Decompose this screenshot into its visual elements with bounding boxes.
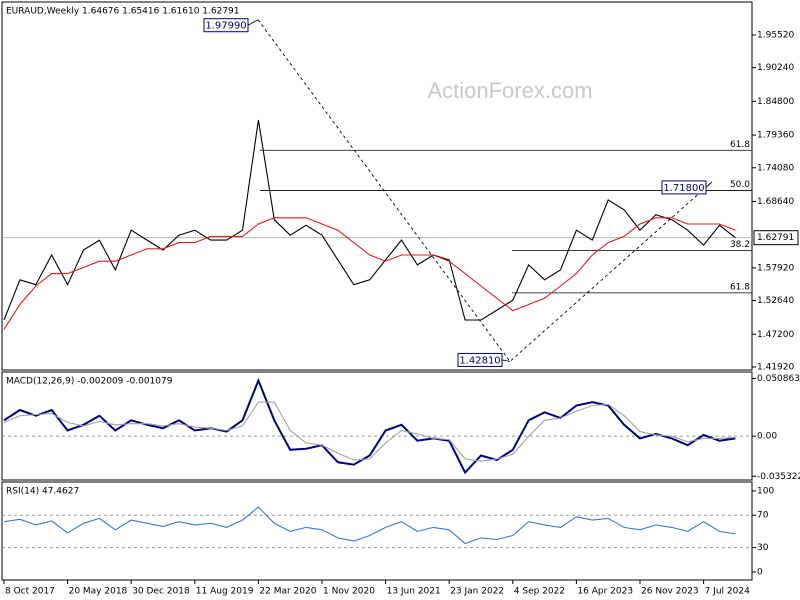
panel-title: RSI(14) 47.4627 xyxy=(6,487,79,497)
x-tick-label: 8 Oct 2017 xyxy=(5,587,55,597)
y-tick-label: 1.41920 xyxy=(757,362,794,372)
x-tick-label: 26 Nov 2023 xyxy=(641,587,699,597)
y-tick-label: 30 xyxy=(757,543,769,553)
x-tick-label: 13 Jun 2021 xyxy=(387,587,441,597)
y-tick-label: 100 xyxy=(757,486,774,496)
y-tick-label: 1.52640 xyxy=(757,296,794,306)
series-line xyxy=(3,401,736,462)
y-tick-label: 70 xyxy=(757,511,769,521)
x-tick-label: 16 Apr 2023 xyxy=(577,587,633,597)
watermark: ActionForex.com xyxy=(427,78,592,103)
y-tick-label: 1.84800 xyxy=(757,97,794,107)
x-tick-label: 11 Aug 2019 xyxy=(196,587,254,597)
panel-title: MACD(12,26,9) -0.002009 -0.001079 xyxy=(6,377,173,387)
series-line xyxy=(3,217,736,330)
y-tick-label: 0.050863 xyxy=(757,374,800,384)
panel-frame xyxy=(1,371,753,481)
y-tick-label: 1.90240 xyxy=(757,63,794,73)
x-tick-label: 22 Mar 2020 xyxy=(259,587,316,597)
panel-frame xyxy=(1,1,753,371)
x-tick-label: 23 Jan 2022 xyxy=(450,587,504,597)
fib-label: 61.8 xyxy=(730,140,750,150)
annotation-label: 1.42810 xyxy=(459,355,500,366)
fib-label: 50.0 xyxy=(730,180,750,190)
fib-label: 38.2 xyxy=(730,240,750,250)
annotation-leader xyxy=(705,181,713,188)
y-tick-label: 1.79360 xyxy=(757,131,794,141)
y-tick-label: 1.95520 xyxy=(757,31,794,41)
series-line xyxy=(3,506,736,545)
annotation-leader xyxy=(501,359,511,362)
y-tick-label: 0.00 xyxy=(757,432,777,442)
annotation-label: 1.97990 xyxy=(205,21,246,32)
y-tick-label: -0.035322 xyxy=(757,472,800,482)
annotation-leader xyxy=(247,19,259,26)
y-tick-label: 0 xyxy=(757,567,763,577)
x-tick-label: 4 Sep 2022 xyxy=(514,587,565,597)
last-price-box xyxy=(753,230,799,246)
panel-title: EURAUD,Weekly 1.64676 1.65416 1.61610 1.… xyxy=(6,7,240,17)
x-tick-label: 20 May 2018 xyxy=(69,587,128,597)
fib-label: 61.8 xyxy=(730,282,750,292)
last-price-label: 1.62791 xyxy=(757,233,794,243)
y-tick-label: 1.47200 xyxy=(757,330,794,340)
x-tick-label: 30 Dec 2018 xyxy=(132,587,190,597)
annotation-label: 1.71800 xyxy=(663,183,704,194)
x-tick-label: 7 Jul 2024 xyxy=(705,587,750,597)
y-tick-label: 1.68640 xyxy=(757,197,794,207)
y-tick-label: 1.57920 xyxy=(757,263,794,273)
series-line xyxy=(3,119,736,321)
x-tick-label: 1 Nov 2020 xyxy=(323,587,375,597)
panel-frame xyxy=(1,481,753,581)
y-tick-label: 1.74080 xyxy=(757,163,794,173)
